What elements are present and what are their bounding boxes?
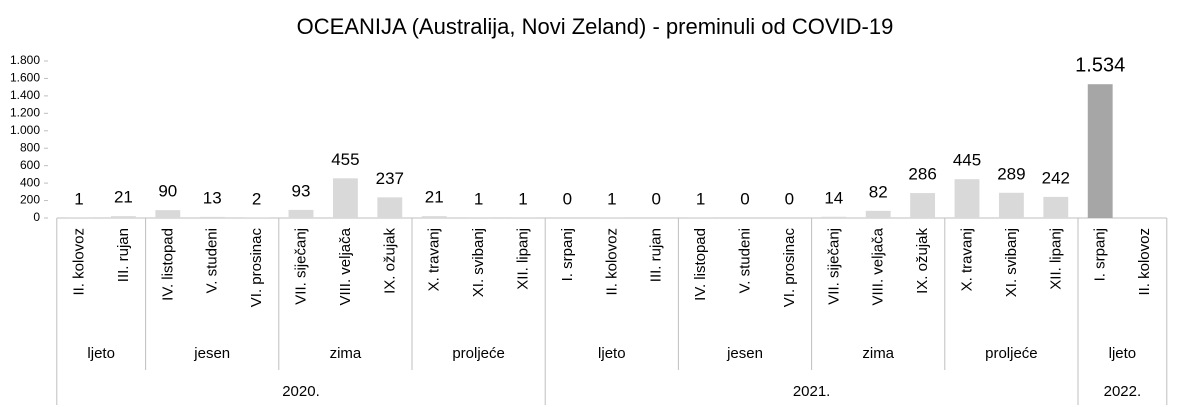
value-label: 13 [203,188,222,207]
value-label: 1 [518,189,527,208]
value-label: 21 [114,188,133,207]
bar [954,179,980,218]
value-label: 286 [908,165,936,184]
x-tick-label: V. studeni [737,228,754,293]
bar [110,216,136,218]
y-tick-label: 800 [20,140,40,154]
value-label: 21 [425,188,444,207]
season-label: jesen [726,345,763,362]
y-tick-label: 1.600 [10,71,40,85]
bar [155,210,181,218]
x-tick-label: I. srpanj [1092,228,1109,281]
x-tick-label: XII. lipanj [515,228,532,290]
value-label: 445 [953,151,981,170]
y-tick-label: 600 [20,158,40,172]
bar [332,178,358,218]
x-tick-label: VII. siječanj [293,228,310,305]
x-tick-label: II. kolovoz [1136,228,1153,296]
y-tick-label: 400 [20,175,40,189]
season-label: ljeto [598,345,626,362]
x-tick-label: XI. svibanj [470,228,487,297]
x-tick-label: IX. ožujak [914,228,931,294]
value-label: 237 [376,169,404,188]
y-tick-label: 0 [33,210,40,224]
x-tick-label: IV. listopad [159,228,176,301]
y-tick-label: 1.000 [10,123,40,137]
season-label: proljeće [985,345,1038,362]
bar [1043,196,1069,218]
bar [288,209,314,218]
value-label: 90 [158,182,177,201]
bar [910,193,936,218]
y-tick-label: 1.200 [10,106,40,120]
year-label: 2021. [793,383,831,400]
season-label: ljeto [87,345,115,362]
y-tick-label: 1.800 [10,53,40,67]
value-label: 242 [1042,168,1070,187]
season-label: proljeće [452,345,505,362]
bar [1087,84,1113,218]
value-label: 0 [651,189,660,208]
bar [998,192,1024,218]
bar [421,216,447,218]
value-label: 93 [292,181,311,200]
value-label: 0 [563,189,572,208]
bar [865,210,891,218]
year-label: 2022. [1104,383,1142,400]
x-tick-label: IV. listopad [692,228,709,301]
value-label: 1.534 [1075,54,1125,76]
value-label: 0 [740,189,749,208]
value-label: 289 [997,164,1025,183]
y-tick-label: 200 [20,193,40,207]
x-tick-label: III. rujan [648,228,665,282]
value-label: 1 [474,189,483,208]
x-tick-label: V. studeni [204,228,221,293]
value-label: 1 [74,189,83,208]
x-tick-label: XI. svibanj [1003,228,1020,297]
x-tick-label: IX. ožujak [381,228,398,294]
y-tick-label: 1.400 [10,88,40,102]
season-label: ljeto [1109,345,1137,362]
value-label: 1 [607,189,616,208]
bar [377,197,403,218]
value-label: 455 [331,150,359,169]
season-label: zima [862,345,894,362]
x-tick-label: XII. lipanj [1047,228,1064,290]
x-tick-label: II. kolovoz [71,228,88,296]
bar [821,216,847,218]
season-label: jesen [193,345,230,362]
x-tick-label: VIII. veljača [337,227,354,305]
year-label: 2020. [282,383,320,400]
x-tick-label: VIII. veljača [870,227,887,305]
x-tick-label: VI. prosinac [781,228,798,308]
x-tick-label: X. travanj [426,228,443,291]
value-label: 82 [869,182,888,201]
value-label: 0 [785,189,794,208]
value-label: 14 [824,188,843,207]
season-label: zima [330,345,362,362]
x-tick-label: II. kolovoz [603,228,620,296]
x-tick-label: VI. prosinac [248,228,265,308]
value-label: 1 [696,189,705,208]
x-tick-label: VII. siječanj [825,228,842,305]
x-tick-label: III. rujan [115,228,132,282]
x-tick-label: I. srpanj [559,228,576,281]
bar [199,216,225,218]
chart-title: OCEANIJA (Australija, Novi Zeland) - pre… [297,14,894,39]
value-label: 2 [252,189,261,208]
x-tick-label: X. travanj [959,228,976,291]
